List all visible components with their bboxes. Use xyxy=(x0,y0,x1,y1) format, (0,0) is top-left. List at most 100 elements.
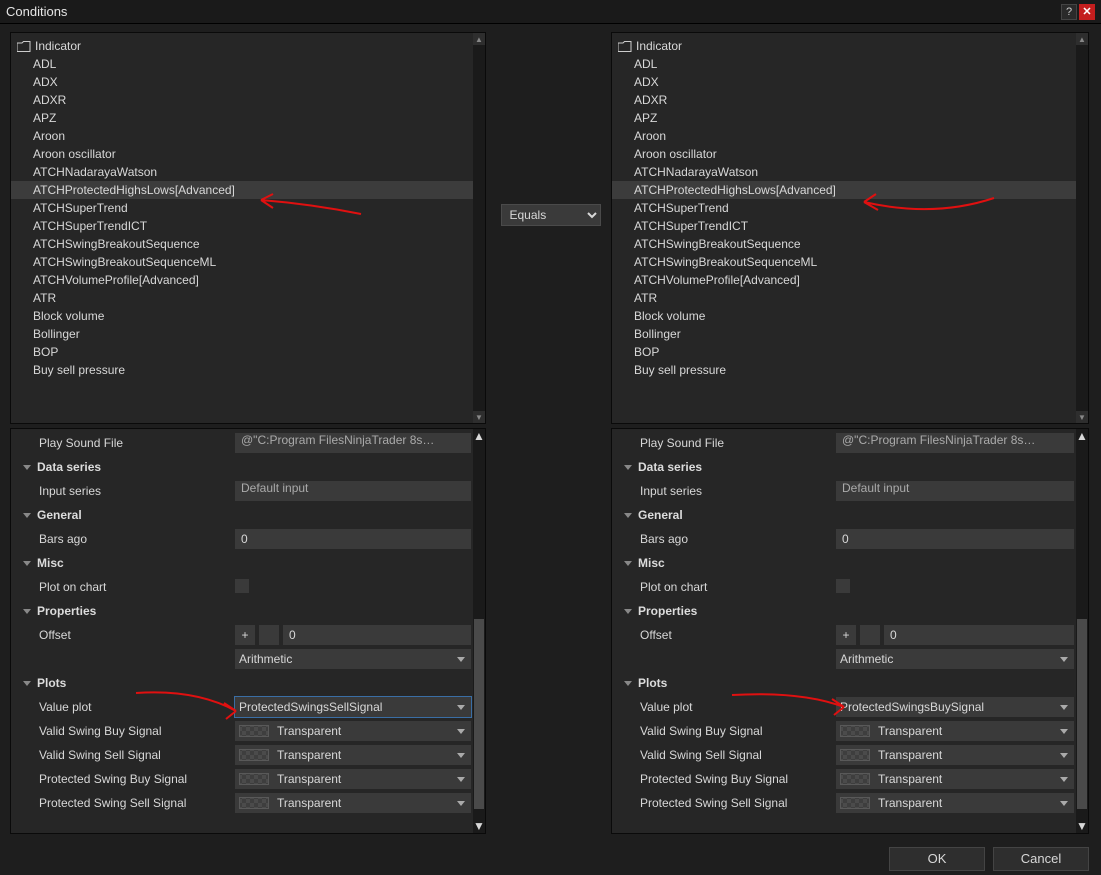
scroll-down-icon[interactable]: ▼ xyxy=(1076,819,1088,833)
signal-color-select[interactable]: Transparent xyxy=(235,769,471,789)
value-plot-select[interactable]: ProtectedSwingsBuySignal xyxy=(836,697,1074,717)
offset-mode-select[interactable]: Arithmetic xyxy=(836,649,1074,669)
signal-color-select[interactable]: Transparent xyxy=(235,745,471,765)
indicator-item[interactable]: ADL xyxy=(612,55,1088,73)
bars-ago-input[interactable] xyxy=(235,529,471,549)
indicator-item[interactable]: ADXR xyxy=(612,91,1088,109)
indicator-item[interactable]: ATCHSwingBreakoutSequenceML xyxy=(612,253,1088,271)
signal-color-select[interactable]: Transparent xyxy=(836,793,1074,813)
scroll-down-icon[interactable]: ▼ xyxy=(473,819,485,833)
indicator-item[interactable]: Aroon oscillator xyxy=(612,145,1088,163)
signal-color-select[interactable]: Transparent xyxy=(235,793,471,813)
tree-scrollbar[interactable]: ▲ ▼ xyxy=(1076,33,1088,423)
indicator-item[interactable]: ADX xyxy=(11,73,485,91)
value-plot-select[interactable]: ProtectedSwingsSellSignal xyxy=(235,697,471,717)
indicator-item[interactable]: Aroon xyxy=(612,127,1088,145)
signal-color-select[interactable]: Transparent xyxy=(836,745,1074,765)
signal-color-select[interactable]: Transparent xyxy=(235,721,471,741)
indicator-item[interactable]: ATCHVolumeProfile[Advanced] xyxy=(11,271,485,289)
indicator-item[interactable]: ATCHSuperTrend xyxy=(11,199,485,217)
scroll-up-icon[interactable]: ▲ xyxy=(473,429,485,443)
indicator-item[interactable]: ATR xyxy=(612,289,1088,307)
indicator-item[interactable]: ATCHNadarayaWatson xyxy=(11,163,485,181)
indicator-item[interactable]: ATCHNadarayaWatson xyxy=(612,163,1088,181)
indicator-item[interactable]: ATCHSwingBreakoutSequenceML xyxy=(11,253,485,271)
indicator-item[interactable]: ADL xyxy=(11,55,485,73)
caret-down-icon xyxy=(624,513,632,518)
indicator-item[interactable]: Buy sell pressure xyxy=(612,361,1088,379)
indicator-item[interactable]: ATR xyxy=(11,289,485,307)
indicator-item[interactable]: Block volume xyxy=(612,307,1088,325)
indicator-item[interactable]: Bollinger xyxy=(612,325,1088,343)
comparison-operator-select[interactable]: Equals xyxy=(501,204,601,226)
input-series-field[interactable]: Default input xyxy=(235,481,471,501)
signal-label: Valid Swing Sell Signal xyxy=(618,748,836,762)
indicator-item[interactable]: Buy sell pressure xyxy=(11,361,485,379)
offset-value-input[interactable] xyxy=(884,625,1074,645)
scroll-down-icon[interactable]: ▼ xyxy=(1076,411,1088,423)
tree-root-indicator[interactable]: Indicator xyxy=(612,37,1088,55)
scroll-up-icon[interactable]: ▲ xyxy=(1076,33,1088,45)
tree-scrollbar[interactable]: ▲ ▼ xyxy=(473,33,485,423)
input-series-label: Input series xyxy=(618,484,836,498)
offset-sign-select[interactable] xyxy=(259,625,279,645)
indicator-item[interactable]: APZ xyxy=(11,109,485,127)
indicator-item[interactable]: BOP xyxy=(11,343,485,361)
section-properties[interactable]: Properties xyxy=(17,599,471,623)
plot-on-chart-checkbox[interactable] xyxy=(235,579,249,593)
tree-root-indicator[interactable]: Indicator xyxy=(11,37,485,55)
chevron-down-icon xyxy=(457,729,465,734)
indicator-item[interactable]: ATCHProtectedHighsLows[Advanced] xyxy=(612,181,1088,199)
indicator-item[interactable]: ATCHSuperTrendICT xyxy=(612,217,1088,235)
close-icon[interactable]: ✕ xyxy=(1079,4,1095,20)
properties-scrollbar[interactable]: ▲ ▼ xyxy=(473,429,485,833)
indicator-item[interactable]: ATCHSwingBreakoutSequence xyxy=(11,235,485,253)
properties-scrollbar[interactable]: ▲ ▼ xyxy=(1076,429,1088,833)
caret-down-icon xyxy=(624,609,632,614)
indicator-item[interactable]: Aroon xyxy=(11,127,485,145)
indicator-item[interactable]: APZ xyxy=(612,109,1088,127)
offset-sign-button[interactable]: + xyxy=(836,625,856,645)
offset-mode-select[interactable]: Arithmetic xyxy=(235,649,471,669)
indicator-item[interactable]: ATCHVolumeProfile[Advanced] xyxy=(612,271,1088,289)
offset-sign-select[interactable] xyxy=(860,625,880,645)
indicator-item[interactable]: ATCHSuperTrendICT xyxy=(11,217,485,235)
input-series-field[interactable]: Default input xyxy=(836,481,1074,501)
indicator-item[interactable]: ATCHSwingBreakoutSequence xyxy=(612,235,1088,253)
indicator-item[interactable]: Block volume xyxy=(11,307,485,325)
plot-on-chart-checkbox[interactable] xyxy=(836,579,850,593)
signal-color-select[interactable]: Transparent xyxy=(836,769,1074,789)
play-sound-field[interactable]: @"C:Program FilesNinjaTrader 8s… xyxy=(235,433,471,453)
section-misc[interactable]: Misc xyxy=(17,551,471,575)
section-data-series[interactable]: Data series xyxy=(17,455,471,479)
indicator-item[interactable]: ATCHSuperTrend xyxy=(612,199,1088,217)
play-sound-field[interactable]: @"C:Program FilesNinjaTrader 8s… xyxy=(836,433,1074,453)
section-plots[interactable]: Plots xyxy=(17,671,471,695)
indicator-item[interactable]: ADXR xyxy=(11,91,485,109)
right-indicator-tree: IndicatorADLADXADXRAPZAroonAroon oscilla… xyxy=(611,32,1089,424)
ok-button[interactable]: OK xyxy=(889,847,985,871)
section-misc[interactable]: Misc xyxy=(618,551,1074,575)
signal-color-select[interactable]: Transparent xyxy=(836,721,1074,741)
offset-sign-button[interactable]: + xyxy=(235,625,255,645)
bars-ago-input[interactable] xyxy=(836,529,1074,549)
indicator-item[interactable]: BOP xyxy=(612,343,1088,361)
indicator-item[interactable]: Bollinger xyxy=(11,325,485,343)
cancel-button[interactable]: Cancel xyxy=(993,847,1089,871)
bars-ago-label: Bars ago xyxy=(17,532,235,546)
indicator-item[interactable]: ATCHProtectedHighsLows[Advanced] xyxy=(11,181,485,199)
section-general[interactable]: General xyxy=(17,503,471,527)
indicator-item[interactable]: Aroon oscillator xyxy=(11,145,485,163)
scroll-up-icon[interactable]: ▲ xyxy=(473,33,485,45)
section-plots[interactable]: Plots xyxy=(618,671,1074,695)
chevron-down-icon xyxy=(1060,657,1068,662)
section-properties[interactable]: Properties xyxy=(618,599,1074,623)
scroll-down-icon[interactable]: ▼ xyxy=(473,411,485,423)
window-title: Conditions xyxy=(6,4,1059,19)
scroll-up-icon[interactable]: ▲ xyxy=(1076,429,1088,443)
indicator-item[interactable]: ADX xyxy=(612,73,1088,91)
help-icon[interactable]: ? xyxy=(1061,4,1077,20)
section-data-series[interactable]: Data series xyxy=(618,455,1074,479)
section-general[interactable]: General xyxy=(618,503,1074,527)
offset-value-input[interactable] xyxy=(283,625,471,645)
